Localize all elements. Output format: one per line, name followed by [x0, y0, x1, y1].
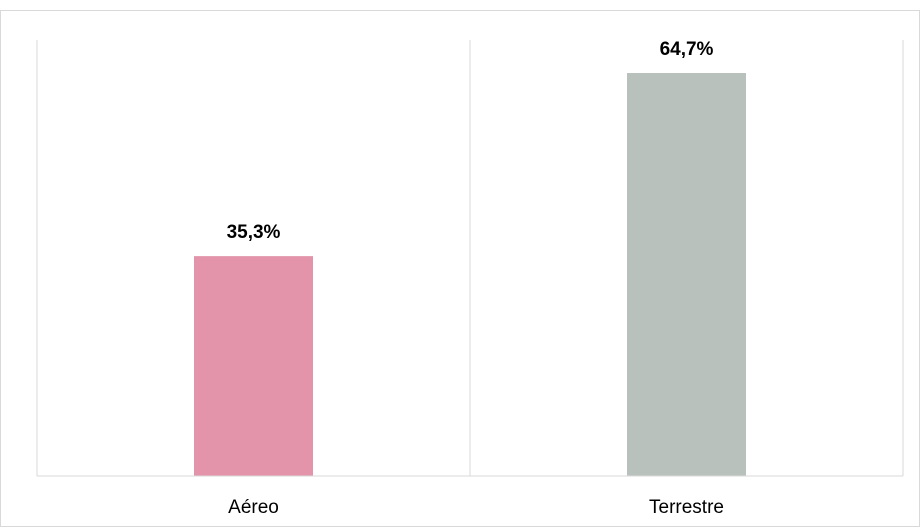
category-dividers [36, 40, 904, 476]
chart-frame [0, 10, 920, 527]
x-axis: Aéreo Terrestre [37, 475, 903, 518]
bars [194, 73, 746, 477]
data-label-1: 35,3% [227, 222, 281, 243]
category-label-1: Aéreo [228, 497, 279, 518]
data-label-2: 64,7% [660, 39, 714, 60]
data-labels: 35,3% 64,7% [227, 39, 714, 243]
bar-1 [194, 256, 313, 476]
bar-2 [627, 73, 746, 477]
category-label-2: Terrestre [649, 497, 724, 518]
